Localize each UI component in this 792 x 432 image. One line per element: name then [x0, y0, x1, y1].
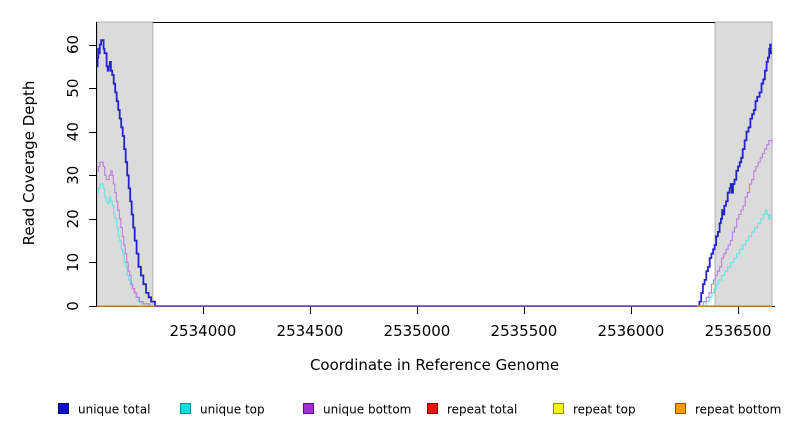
repeat-region-right: [714, 21, 773, 307]
x-tick-label: 2534500: [277, 322, 344, 340]
y-tick-label: 0: [64, 301, 82, 311]
x-tick-label: 2536500: [705, 322, 772, 340]
x-axis-title: Coordinate in Reference Genome: [309, 356, 560, 374]
y-tick-label: 50: [64, 79, 82, 98]
x-tick-label: 2535000: [384, 322, 451, 340]
series-line-unique-bottom: [97, 139, 773, 307]
series-line-unique-top: [97, 183, 772, 307]
y-tick-label: 40: [64, 122, 82, 141]
y-tick-label: 10: [64, 253, 82, 272]
x-tick-label: 2536000: [598, 322, 665, 340]
y-tick-label: 60: [64, 35, 82, 54]
x-tick-label: 2534000: [170, 322, 237, 340]
y-tick-label: 30: [64, 166, 82, 185]
y-tick-label: 20: [64, 209, 82, 228]
y-axis-title: Read Coverage Depth: [20, 80, 38, 246]
x-tick-label: 2535500: [491, 322, 558, 340]
repeat-region-left: [96, 21, 154, 307]
series-line-unique-total: [96, 39, 772, 307]
